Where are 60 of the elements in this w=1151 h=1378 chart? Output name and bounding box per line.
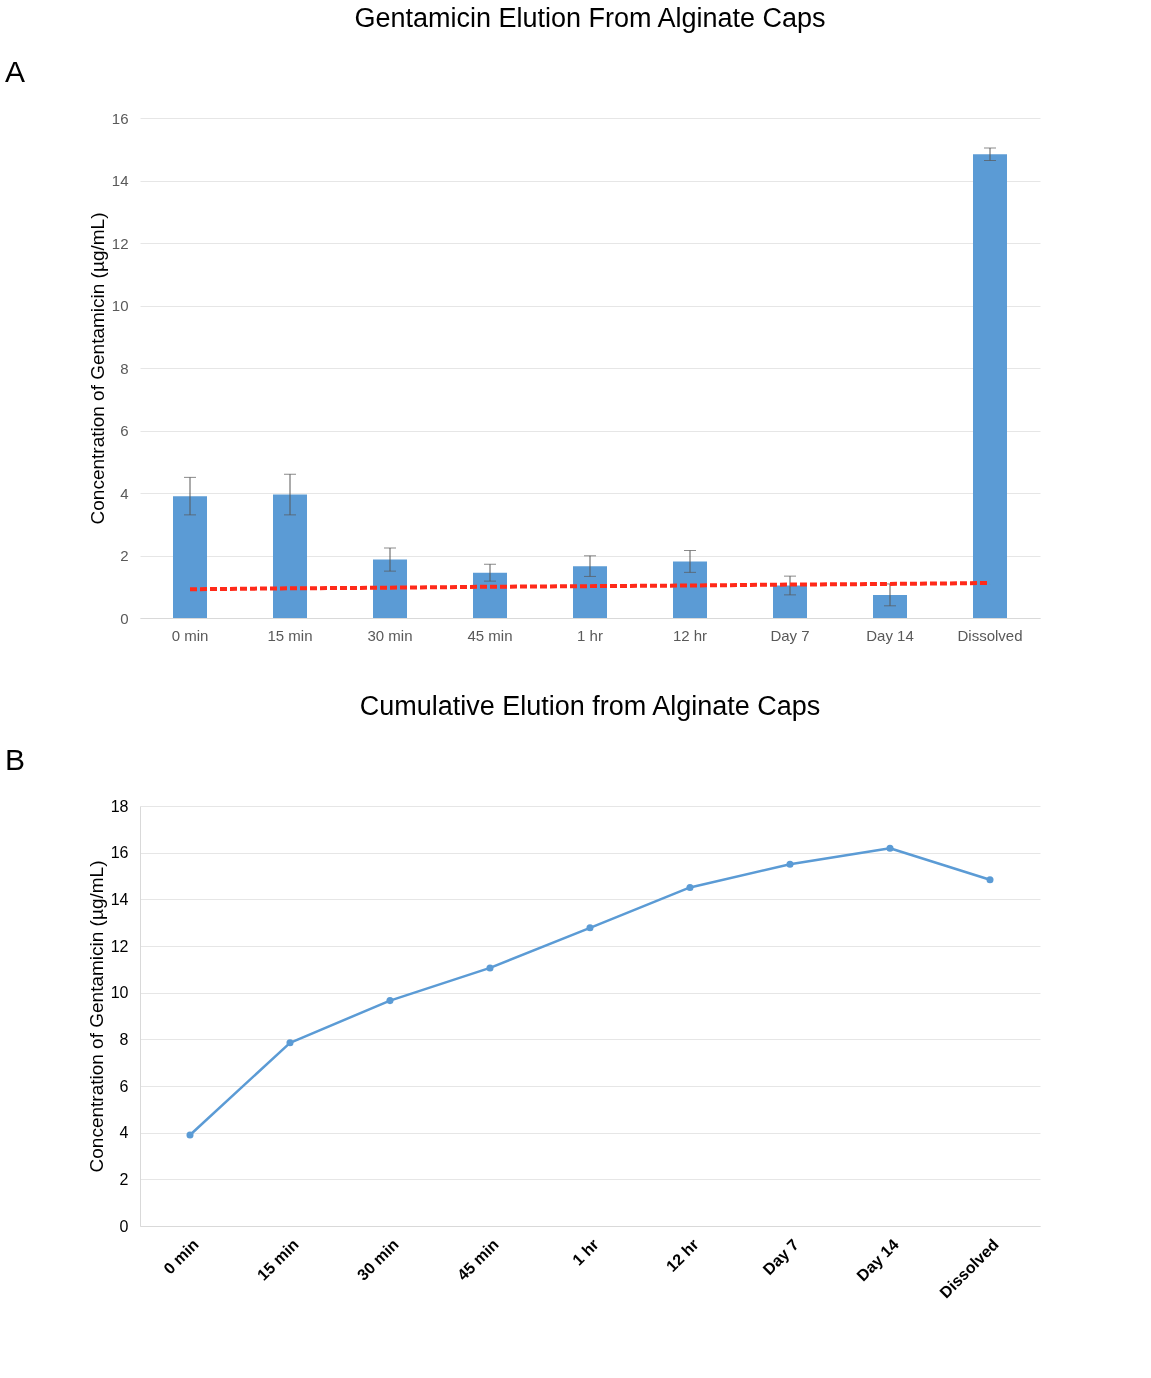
y-tick-label: 12 [110,937,129,955]
y-tick-label: 14 [111,172,129,189]
y-tick-label: 0 [119,1217,129,1235]
point [486,964,494,972]
chart-title: Cumulative Elution from Alginate Caps [359,691,821,721]
x-tick-label: Day 14 [853,1235,902,1285]
text: B [5,743,26,776]
point [786,860,794,868]
y-tick-label: 2 [119,1170,129,1188]
point [186,1131,194,1139]
bar [973,154,1007,618]
y-tick-label: 14 [110,890,129,908]
y-tick-label: 4 [119,1124,129,1142]
x-tick-label: Day 7 [770,626,810,644]
y-axis-title: Concentration of Gentamicin (µg/mL) [85,860,107,1173]
x-tick-label: 45 min [467,626,513,644]
y-tick-label: 16 [111,109,129,127]
bar [173,496,207,618]
x-tick-label: Day 14 [866,626,914,644]
y-tick-label: 12 [111,234,129,252]
x-tick-label: 15 min [253,1235,302,1284]
bar [373,559,407,618]
point [286,1039,294,1047]
bar [573,566,607,618]
x-tick-label: Day 7 [759,1235,802,1279]
y-tick-label: 2 [120,547,129,564]
y-tick-label: 10 [111,297,129,314]
y-axis-title: Concentration of Gentamicin (µg/mL) [86,212,108,525]
x-tick-label: 0 min [160,1235,202,1278]
bar [873,594,907,618]
y-tick-label: 6 [120,422,129,439]
x-tick-label: 1 hr [577,626,603,644]
chart-title: Gentamicin Elution From Alginate Caps [354,3,826,33]
point [386,997,394,1005]
bar [673,561,707,618]
x-tick-label: Dissolved [957,626,1023,644]
x-tick-label: 30 min [353,1235,402,1284]
y-tick-label: 18 [110,797,129,815]
y-tick-label: 16 [110,844,129,862]
y-tick-label: 0 [120,609,129,627]
y-tick-label: 6 [119,1077,129,1095]
x-tick-label: 12 hr [672,626,708,644]
point [686,883,694,891]
x-tick-label: 1 hr [569,1235,602,1269]
y-tick-label: 8 [120,359,129,377]
x-tick-label: 30 min [367,626,413,644]
x-tick-label: 15 min [267,626,313,644]
x-tick-label: 45 min [453,1235,502,1284]
point [986,876,994,884]
y-tick-label: 4 [120,484,129,502]
bar [773,585,807,618]
x-tick-label: 12 hr [662,1235,702,1275]
x-tick-label: 0 min [171,626,209,644]
y-tick-label: 8 [119,1030,129,1048]
y-tick-label: 10 [110,984,129,1002]
bar [273,494,307,618]
bar [473,572,507,618]
text: A [5,55,26,88]
point [586,924,594,932]
point [886,844,894,852]
